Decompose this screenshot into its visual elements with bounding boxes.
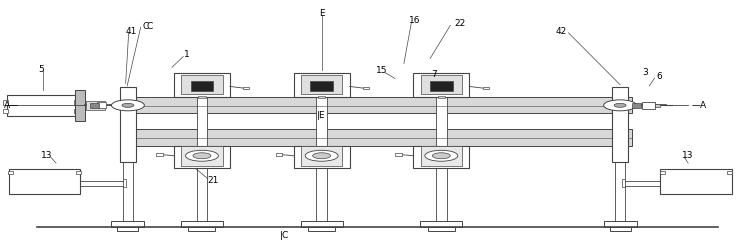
Bar: [428, 227, 455, 231]
Bar: [420, 146, 462, 166]
Text: E: E: [319, 9, 325, 18]
Bar: [395, 153, 402, 155]
Bar: [123, 162, 133, 227]
Text: |E: |E: [317, 111, 326, 120]
Bar: [9, 169, 80, 194]
Bar: [293, 73, 350, 97]
Bar: [120, 87, 136, 162]
Bar: [275, 153, 283, 155]
Bar: [181, 221, 223, 227]
Bar: [301, 75, 342, 94]
Bar: [655, 104, 660, 107]
Text: A—: A—: [4, 101, 19, 110]
Text: 3: 3: [642, 68, 648, 77]
Bar: [293, 146, 350, 168]
Bar: [420, 75, 462, 94]
Bar: [310, 81, 333, 91]
Circle shape: [193, 153, 211, 159]
Bar: [308, 227, 335, 231]
Circle shape: [432, 153, 450, 159]
Circle shape: [604, 100, 637, 111]
Bar: [8, 171, 13, 174]
Bar: [131, 129, 632, 146]
Bar: [90, 103, 99, 108]
Bar: [318, 96, 325, 98]
Bar: [74, 100, 79, 105]
Bar: [74, 109, 79, 113]
Bar: [174, 73, 230, 97]
Bar: [75, 90, 85, 121]
Bar: [612, 87, 628, 162]
Bar: [316, 87, 327, 227]
Bar: [420, 221, 462, 227]
Bar: [131, 97, 632, 113]
Bar: [660, 169, 732, 194]
Bar: [123, 179, 126, 187]
Bar: [364, 87, 370, 89]
Text: 5: 5: [38, 65, 44, 74]
Bar: [615, 162, 625, 227]
Bar: [7, 95, 75, 116]
Text: 22: 22: [454, 19, 466, 28]
Bar: [197, 87, 207, 227]
Bar: [198, 96, 206, 98]
Bar: [3, 109, 8, 113]
Text: 16: 16: [409, 16, 421, 25]
Circle shape: [313, 153, 331, 159]
Text: 42: 42: [555, 27, 567, 36]
Text: —A: —A: [692, 101, 707, 110]
Bar: [436, 87, 447, 227]
Circle shape: [186, 150, 218, 161]
Bar: [301, 221, 343, 227]
Circle shape: [614, 103, 626, 107]
Text: 13: 13: [40, 151, 52, 160]
Bar: [610, 227, 631, 231]
Bar: [413, 73, 470, 97]
Bar: [111, 221, 144, 227]
Bar: [301, 146, 342, 166]
Text: 6: 6: [657, 72, 663, 81]
Bar: [413, 146, 470, 168]
Text: 15: 15: [375, 66, 387, 75]
Circle shape: [425, 150, 458, 161]
Text: 7: 7: [431, 70, 437, 79]
Bar: [117, 227, 138, 231]
Bar: [660, 171, 665, 174]
Bar: [191, 81, 213, 91]
Bar: [632, 103, 641, 108]
Bar: [438, 96, 445, 98]
Bar: [482, 87, 488, 89]
Bar: [3, 100, 8, 105]
Bar: [430, 81, 453, 91]
Text: |C: |C: [280, 231, 289, 240]
Bar: [76, 171, 81, 174]
Text: C: C: [147, 22, 153, 31]
Text: 1: 1: [184, 50, 190, 59]
Bar: [97, 102, 106, 108]
Bar: [188, 227, 215, 231]
Bar: [642, 102, 655, 109]
Text: 13: 13: [682, 151, 694, 160]
Text: 41: 41: [125, 27, 137, 36]
Bar: [181, 146, 222, 166]
Circle shape: [305, 150, 338, 161]
Circle shape: [122, 103, 134, 107]
Bar: [244, 87, 250, 89]
Text: 21: 21: [207, 176, 219, 185]
Bar: [727, 171, 732, 174]
Bar: [156, 153, 163, 155]
Text: C: C: [143, 22, 149, 31]
Bar: [86, 101, 105, 110]
Bar: [622, 179, 625, 187]
Bar: [174, 146, 230, 168]
Bar: [604, 221, 637, 227]
Circle shape: [111, 100, 144, 111]
Bar: [181, 75, 222, 94]
